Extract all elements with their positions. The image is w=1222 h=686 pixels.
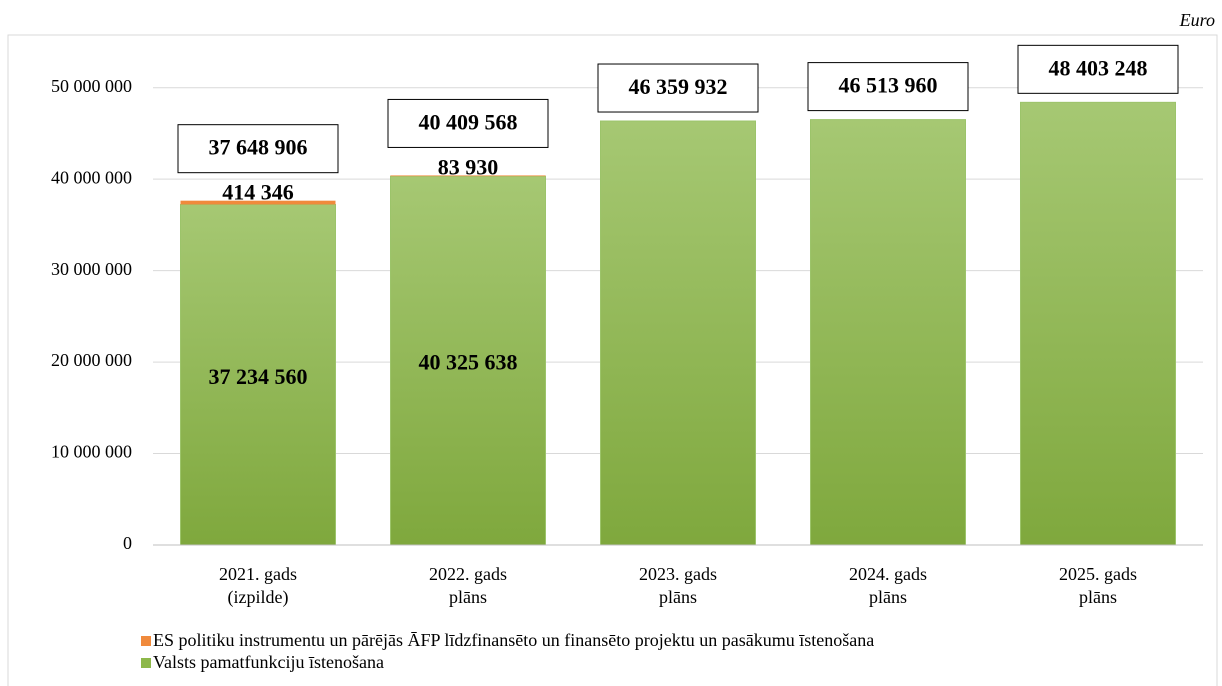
x-tick-label: 2025. gads — [1059, 564, 1137, 584]
bar-segment — [390, 175, 546, 177]
bar-segment — [390, 175, 546, 546]
y-tick-label: 10 000 000 — [51, 442, 132, 462]
legend-label: ES politiku instrumentu un pārējās ĀFP l… — [153, 630, 874, 650]
legend-swatch — [141, 658, 151, 668]
total-box — [597, 63, 759, 113]
total-box — [807, 62, 969, 112]
x-tick-label: (izpilde) — [228, 587, 289, 608]
data-label: 83 930 — [438, 154, 499, 179]
total-label: 40 409 568 — [419, 109, 518, 134]
total-box — [387, 98, 549, 148]
unit-label: Euro — [1179, 10, 1215, 30]
total-label: 37 648 906 — [209, 135, 308, 160]
bar-segment — [600, 120, 756, 546]
y-tick-label: 0 — [123, 533, 132, 553]
x-tick-label: 2023. gads — [639, 564, 717, 584]
y-tick-label: 20 000 000 — [51, 350, 132, 370]
data-label: 414 346 — [222, 180, 294, 205]
bar-segment — [1020, 101, 1176, 546]
x-tick-label: plāns — [869, 587, 907, 607]
total-box — [177, 124, 339, 174]
x-tick-label: plāns — [1079, 587, 1117, 607]
total-label: 46 513 960 — [839, 73, 938, 98]
x-tick-label: 2022. gads — [429, 564, 507, 584]
total-box — [1017, 44, 1179, 94]
y-tick-label: 50 000 000 — [51, 76, 132, 96]
data-label: 40 325 638 — [419, 350, 518, 375]
total-label: 48 403 248 — [1049, 55, 1148, 80]
legend-label: Valsts pamatfunkciju īstenošana — [153, 652, 384, 672]
legend-swatch — [141, 636, 151, 646]
y-tick-label: 40 000 000 — [51, 167, 132, 187]
bar-segment — [180, 200, 336, 205]
chart-frame — [7, 34, 1218, 686]
x-tick-label: plāns — [659, 587, 697, 607]
x-tick-label: 2021. gads — [219, 564, 297, 584]
bar-segment — [810, 119, 966, 546]
y-tick-label: 30 000 000 — [51, 259, 132, 279]
total-label: 46 359 932 — [629, 74, 728, 99]
data-label: 37 234 560 — [209, 364, 308, 389]
x-tick-label: plāns — [449, 587, 487, 607]
x-tick-label: 2024. gads — [849, 564, 927, 584]
